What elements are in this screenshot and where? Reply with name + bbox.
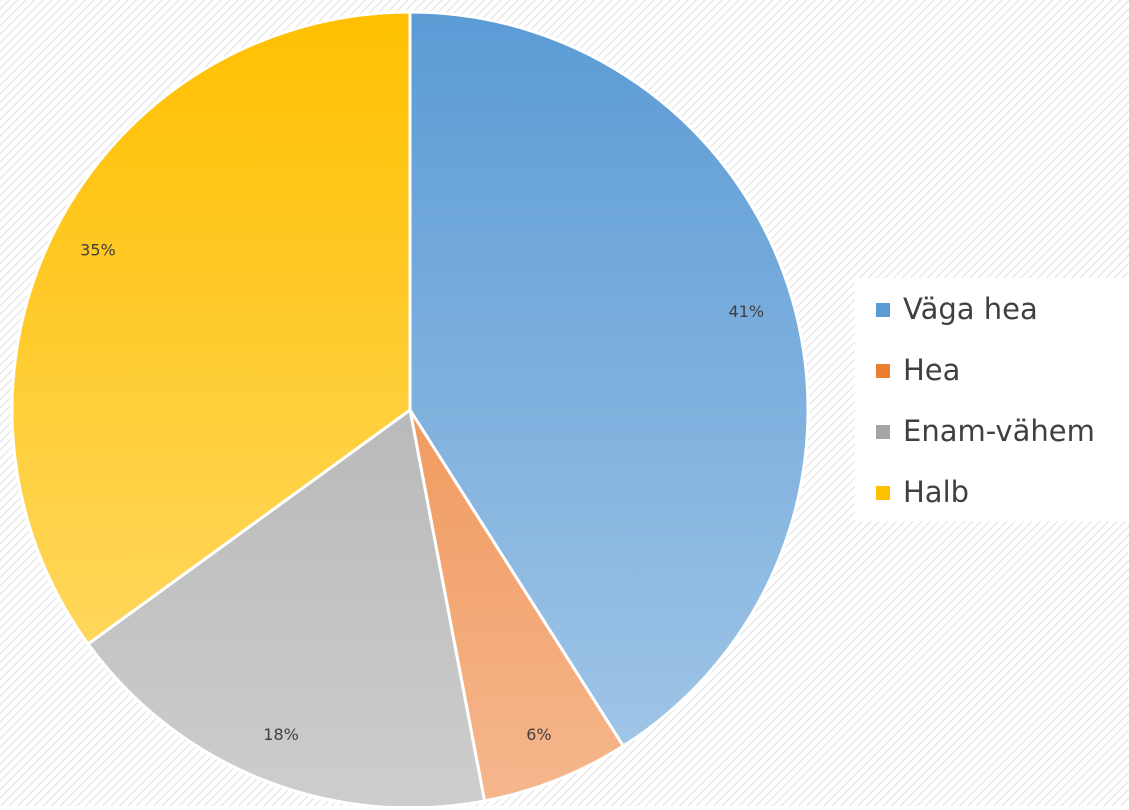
data-label: 6% xyxy=(526,725,551,744)
data-label: 35% xyxy=(80,240,116,259)
legend-label: Hea xyxy=(903,353,960,387)
legend-swatch xyxy=(876,486,890,500)
legend-swatch xyxy=(876,303,890,317)
data-label: 41% xyxy=(729,302,765,321)
legend-swatch xyxy=(876,425,890,439)
legend-box xyxy=(855,278,1129,521)
legend-label: Enam-vähem xyxy=(903,414,1095,448)
pie-slice xyxy=(408,409,626,803)
legend-label: Väga hea xyxy=(903,292,1038,326)
pie-slice xyxy=(10,10,412,647)
data-label: 18% xyxy=(263,725,299,744)
legend-label: Halb xyxy=(903,475,969,509)
pie-slice xyxy=(408,10,810,749)
legend-swatch xyxy=(876,364,890,378)
